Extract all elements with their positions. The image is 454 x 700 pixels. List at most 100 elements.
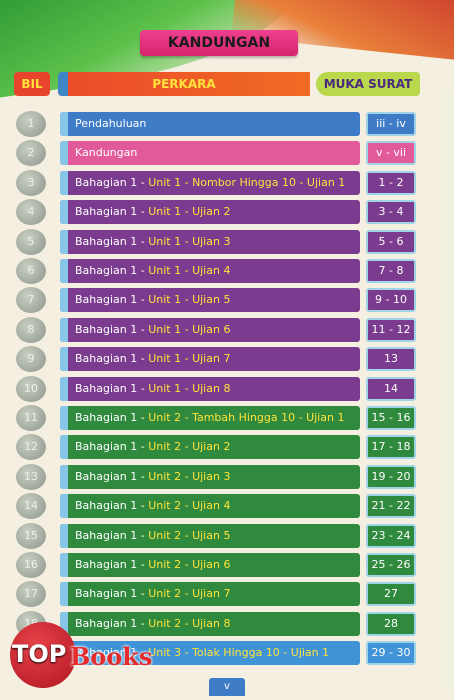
row-number-badge: 11 (16, 405, 46, 431)
row-number-badge: 10 (16, 375, 46, 402)
row-title[interactable]: Bahagian 1 - Unit 2 - Ujian 5 (60, 523, 360, 548)
row-title[interactable]: Bahagian 1 - Unit 2 - Ujian 7 (60, 582, 360, 607)
row-page-range: 3 - 4 (366, 200, 416, 225)
row-number-badge: 9 (16, 346, 46, 373)
row-page-range: 9 - 10 (366, 288, 416, 313)
table-row: 1 Pendahuluan iii - iv (0, 111, 454, 137)
row-number-badge: 16 (16, 552, 46, 578)
row-title-part: Bahagian 1 - (75, 411, 149, 424)
row-page-range: 29 - 30 (366, 641, 416, 666)
row-number-badge: 14 (16, 493, 46, 520)
row-title-unit: Unit 1 (148, 322, 182, 336)
row-title-unit: Unit 1 (148, 264, 182, 277)
logo-text-top: TOP (12, 640, 67, 668)
row-title-unit: Unit 1 (148, 381, 182, 395)
row-title[interactable]: Bahagian 1 - Unit 1 - Ujian 3 (60, 229, 360, 254)
page-title: KANDUNGAN (140, 30, 298, 56)
row-title-unit: Unit 1 (148, 293, 182, 307)
table-row: 14 Bahagian 1 - Unit 2 - Ujian 4 21 - 22 (0, 493, 454, 520)
row-title[interactable]: Bahagian 1 - Unit 1 - Ujian 6 (60, 317, 360, 342)
row-title-test: - Ujian 2 (181, 205, 231, 219)
row-title-unit: Unit 2 - Tambah Hingga 10 - Ujian 1 (148, 411, 345, 424)
row-title-part: Bahagian 1 - (75, 499, 149, 513)
row-title[interactable]: Bahagian 1 - Unit 1 - Ujian 7 (60, 347, 360, 372)
footer-page-number: v (209, 678, 245, 696)
table-row: 16 Bahagian 1 - Unit 2 - Ujian 6 25 - 26 (0, 552, 454, 578)
row-title-part: Bahagian 1 - (75, 175, 149, 189)
row-title-part: Bahagian 1 - (75, 205, 149, 219)
row-title-unit: Unit 1 (148, 205, 182, 219)
row-title[interactable]: Bahagian 1 - Unit 2 - Ujian 8 (60, 611, 360, 636)
row-number-badge: 12 (16, 434, 46, 461)
row-page-range: 27 (366, 582, 416, 607)
row-title-unit: Unit 3 - Tolak Hingga 10 - Ujian 1 (148, 646, 330, 660)
row-title-unit: Unit 2 (148, 469, 182, 483)
row-title-test: - Ujian 3 (181, 469, 231, 483)
row-title[interactable]: Bahagian 1 - Unit 2 - Ujian 6 (60, 553, 360, 577)
table-row: 9 Bahagian 1 - Unit 1 - Ujian 7 13 (0, 346, 454, 373)
row-title-part: Bahagian 1 - (75, 293, 149, 307)
row-number-badge: 1 (16, 111, 46, 137)
row-title[interactable]: Bahagian 1 - Unit 2 - Ujian 2 (60, 435, 360, 460)
row-number-badge: 17 (16, 581, 46, 608)
row-page-range: 14 (366, 376, 416, 401)
row-number-badge: 7 (16, 287, 46, 314)
row-title-test: - Ujian 7 (181, 352, 231, 366)
row-title-test: - Ujian 5 (181, 528, 231, 542)
row-title-unit: Unit 2 (148, 528, 182, 542)
row-number-badge: 5 (16, 228, 46, 255)
row-title[interactable]: Bahagian 1 - Unit 2 - Ujian 4 (60, 494, 360, 519)
row-page-range: 15 - 16 (366, 406, 416, 430)
header-muka-surat: MUKA SURAT (316, 72, 420, 96)
row-title-test: - Ujian 8 (181, 616, 231, 630)
row-title-test: - Ujian 4 (181, 264, 231, 277)
background-side-glow (434, 90, 454, 690)
row-title-test: - Ujian 3 (181, 234, 231, 248)
row-title-part: Bahagian 1 - (75, 234, 149, 248)
table-row: 12 Bahagian 1 - Unit 2 - Ujian 2 17 - 18 (0, 434, 454, 461)
row-title-part: Bahagian 1 - (75, 469, 149, 483)
row-title-part: Kandungan (75, 146, 138, 160)
row-title[interactable]: Bahagian 1 - Unit 1 - Ujian 8 (60, 376, 360, 401)
row-title-part: Bahagian 1 - (75, 381, 149, 395)
row-page-range: 17 - 18 (366, 435, 416, 460)
table-row: 3 Bahagian 1 - Unit 1 - Nombor Hingga 10 … (0, 169, 454, 196)
row-title[interactable]: Bahagian 1 - Unit 2 - Ujian 3 (60, 464, 360, 489)
row-title[interactable]: Bahagian 1 - Unit 3 - Tolak Hingga 10 - … (60, 641, 360, 666)
row-title-unit: Unit 2 (148, 587, 182, 601)
row-page-range: v - vii (366, 141, 416, 166)
table-row: 13 Bahagian 1 - Unit 2 - Ujian 3 19 - 20 (0, 463, 454, 490)
table-row: 10 Bahagian 1 - Unit 1 - Ujian 8 14 (0, 375, 454, 402)
topbooks-logo: TOP Books (0, 622, 160, 688)
row-title-part: Bahagian 1 - (75, 646, 149, 660)
row-page-range: 28 (366, 611, 416, 636)
row-title-unit: Unit 1 - Nombor Hingga 10 - Ujian 1 (148, 175, 346, 189)
row-title-part: Bahagian 1 - (75, 558, 149, 571)
row-title-unit: Unit 2 (148, 558, 182, 571)
row-title-part: Bahagian 1 - (75, 440, 149, 454)
row-title[interactable]: Bahagian 1 - Unit 2 - Tambah Hingga 10 -… (60, 406, 360, 430)
row-title-part: Bahagian 1 - (75, 528, 149, 542)
row-title-unit: Unit 1 (148, 352, 182, 366)
row-title-unit: Unit 2 (148, 616, 182, 630)
row-number-badge: 6 (16, 258, 46, 284)
row-title[interactable]: Bahagian 1 - Unit 1 - Ujian 4 (60, 259, 360, 283)
header-perkara: PERKARA (58, 72, 310, 96)
row-title[interactable]: Bahagian 1 - Unit 1 - Nombor Hingga 10 -… (60, 170, 360, 195)
row-title[interactable]: Bahagian 1 - Unit 1 - Ujian 5 (60, 288, 360, 313)
row-title[interactable]: Bahagian 1 - Unit 1 - Ujian 2 (60, 200, 360, 225)
row-page-range: 13 (366, 347, 416, 372)
row-page-range: 21 - 22 (366, 494, 416, 519)
row-title-test: - Ujian 6 (181, 558, 231, 571)
row-page-range: iii - iv (366, 112, 416, 136)
header-bil: BIL (14, 72, 50, 96)
table-row: 2 Kandungan v - vii (0, 140, 454, 167)
row-page-range: 7 - 8 (366, 259, 416, 283)
row-title[interactable]: Pendahuluan (60, 112, 360, 136)
row-title-unit: Unit 2 (148, 440, 182, 454)
row-page-range: 25 - 26 (366, 553, 416, 577)
logo-circle (10, 622, 76, 688)
row-title[interactable]: Kandungan (60, 141, 360, 166)
